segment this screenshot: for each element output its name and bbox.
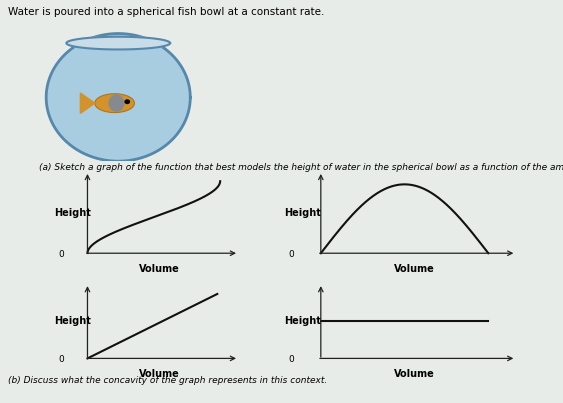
Text: Height: Height bbox=[284, 208, 321, 218]
Polygon shape bbox=[46, 33, 190, 161]
Text: (a) Sketch a graph of the function that best models the height of water in the s: (a) Sketch a graph of the function that … bbox=[39, 163, 563, 172]
Text: Volume: Volume bbox=[139, 369, 180, 379]
Polygon shape bbox=[66, 37, 170, 50]
Text: (b) Discuss what the concavity of the graph represents in this context.: (b) Discuss what the concavity of the gr… bbox=[8, 376, 328, 384]
Text: Height: Height bbox=[55, 316, 92, 326]
Text: 0: 0 bbox=[289, 250, 294, 259]
Ellipse shape bbox=[108, 94, 124, 112]
Text: 0: 0 bbox=[289, 355, 294, 364]
Text: Height: Height bbox=[55, 208, 92, 218]
Text: Volume: Volume bbox=[394, 369, 434, 379]
Text: Volume: Volume bbox=[394, 264, 434, 274]
Polygon shape bbox=[81, 93, 95, 113]
Text: 0: 0 bbox=[58, 250, 64, 259]
Ellipse shape bbox=[95, 94, 135, 112]
Text: Water is poured into a spherical fish bowl at a constant rate.: Water is poured into a spherical fish bo… bbox=[8, 7, 325, 17]
Text: 0: 0 bbox=[58, 355, 64, 364]
Circle shape bbox=[125, 100, 129, 104]
Text: Height: Height bbox=[284, 316, 321, 326]
Text: Volume: Volume bbox=[139, 264, 180, 274]
